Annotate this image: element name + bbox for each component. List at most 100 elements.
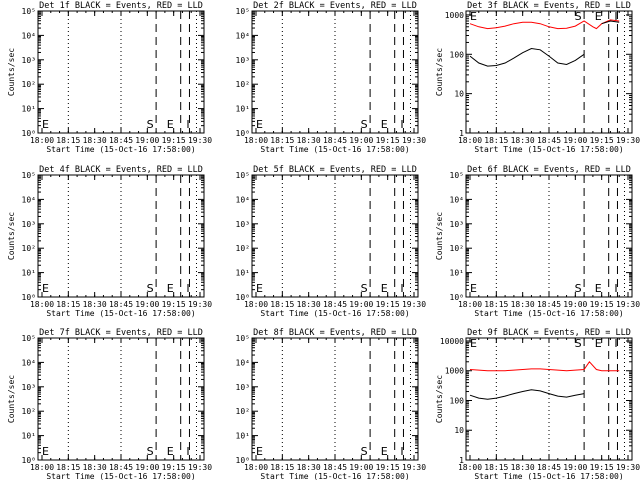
- y-tick-label: 10⁴: [22, 358, 36, 367]
- events-series-line: [469, 20, 620, 67]
- y-tick-label: 10⁵: [236, 334, 250, 343]
- x-tick-label: 18:00: [30, 136, 54, 145]
- x-tick-label: 18:00: [244, 300, 268, 309]
- event-marker-e: E: [167, 445, 174, 458]
- x-tick-label: 18:00: [244, 136, 268, 145]
- x-tick-label: 19:15: [376, 300, 400, 309]
- x-tick-label: 19:00: [349, 136, 373, 145]
- chart-title: Det 4f BLACK = Events, RED = LLD: [39, 165, 203, 175]
- x-tick-label: 18:15: [484, 136, 508, 145]
- event-marker-e: E: [381, 445, 388, 458]
- y-tick-label: 10²: [236, 80, 250, 89]
- x-tick-label: 19:00: [563, 463, 587, 472]
- y-axis-label: Counts/sec: [435, 212, 444, 260]
- x-tick-label: 19:30: [402, 300, 426, 309]
- y-tick-label: 1: [459, 129, 464, 138]
- lld-series-line: [469, 19, 620, 30]
- y-tick-label: 10¹: [22, 105, 36, 114]
- y-tick-label: 10: [454, 90, 464, 99]
- y-tick-label: 10¹: [22, 432, 36, 441]
- x-tick-label: 18:30: [511, 300, 535, 309]
- event-marker-s: S: [575, 337, 582, 350]
- y-tick-label: 10⁰: [236, 293, 250, 302]
- y-tick-label: 10⁵: [236, 7, 250, 16]
- x-tick-label: 19:30: [402, 136, 426, 145]
- event-marker-e: E: [381, 118, 388, 131]
- y-axis-label: Counts/sec: [7, 375, 16, 423]
- x-tick-label: 18:15: [56, 300, 80, 309]
- event-marker-i: I: [614, 10, 617, 23]
- x-tick-label: 18:45: [537, 300, 561, 309]
- x-tick-label: 19:30: [616, 300, 640, 309]
- y-tick-label: 10⁰: [22, 129, 36, 138]
- event-marker-i: I: [614, 337, 617, 350]
- chart-title: Det 6f BLACK = Events, RED = LLD: [467, 165, 631, 175]
- event-marker-i: I: [186, 282, 189, 295]
- x-axis-label: Start Time (15-Oct-16 17:58:00): [260, 145, 409, 154]
- event-marker-e: E: [42, 118, 49, 131]
- y-tick-label: 100: [450, 396, 465, 405]
- y-axis-label: Counts/sec: [7, 212, 16, 260]
- chart-title: Det 9f BLACK = Events, RED = LLD: [467, 328, 631, 338]
- chart-panel-9: Det 9f BLACK = Events, RED = LLD 1 10 100 10…: [435, 328, 640, 480]
- chart-panel-2: Det 2f BLACK = Events, RED = LLD 10⁰ 10¹ 10…: [236, 1, 427, 154]
- x-tick-label: 19:30: [616, 136, 640, 145]
- x-tick-label: 18:45: [109, 300, 133, 309]
- x-tick-label: 19:30: [616, 463, 640, 472]
- event-marker-s: S: [147, 282, 154, 295]
- event-marker-e: E: [595, 282, 602, 295]
- event-marker-e: E: [470, 10, 477, 23]
- event-marker-s: S: [361, 118, 368, 131]
- x-tick-label: 18:45: [323, 463, 347, 472]
- y-tick-label: 10⁴: [450, 195, 464, 204]
- x-tick-label: 19:15: [162, 300, 186, 309]
- event-marker-e: E: [595, 337, 602, 350]
- x-tick-label: 18:15: [270, 136, 294, 145]
- y-tick-label: 10⁰: [22, 456, 36, 465]
- y-tick-label: 10⁵: [450, 171, 464, 180]
- y-tick-label: 10⁰: [236, 456, 250, 465]
- events-series-line: [469, 389, 585, 400]
- x-tick-label: 18:00: [458, 300, 482, 309]
- x-tick-label: 19:30: [402, 463, 426, 472]
- x-tick-label: 18:15: [484, 463, 508, 472]
- chart-title: Det 1f BLACK = Events, RED = LLD: [39, 1, 203, 11]
- event-marker-i: I: [400, 445, 403, 458]
- x-tick-label: 18:30: [297, 463, 321, 472]
- y-tick-label: 10⁵: [236, 171, 250, 180]
- chart-panel-3: Det 3f BLACK = Events, RED = LLD 1 10 100 10…: [435, 1, 640, 154]
- x-axis-label: Start Time (15-Oct-16 17:58:00): [46, 309, 195, 318]
- x-tick-label: 19:15: [376, 463, 400, 472]
- x-tick-label: 19:15: [590, 463, 614, 472]
- event-marker-s: S: [147, 118, 154, 131]
- event-marker-e: E: [256, 445, 263, 458]
- y-tick-label: 100: [450, 50, 465, 59]
- x-tick-label: 18:00: [30, 463, 54, 472]
- y-tick-label: 10²: [22, 244, 36, 253]
- event-marker-e: E: [595, 10, 602, 23]
- y-tick-label: 10⁴: [22, 31, 36, 40]
- x-tick-label: 19:15: [590, 136, 614, 145]
- x-tick-label: 18:00: [458, 136, 482, 145]
- x-tick-label: 18:00: [244, 463, 268, 472]
- x-tick-label: 18:45: [323, 300, 347, 309]
- x-tick-label: 18:30: [83, 136, 107, 145]
- x-axis-label: Start Time (15-Oct-16 17:58:00): [260, 309, 409, 318]
- x-tick-label: 19:00: [349, 463, 373, 472]
- chart-panel-8: Det 8f BLACK = Events, RED = LLD 10⁰ 10¹ 10…: [236, 328, 427, 480]
- y-tick-label: 10³: [236, 56, 250, 65]
- y-tick-label: 10¹: [236, 432, 250, 441]
- x-axis-label: Start Time (15-Oct-16 17:58:00): [474, 472, 623, 480]
- lld-series-line: [469, 360, 620, 372]
- event-marker-e: E: [381, 282, 388, 295]
- y-tick-label: 10⁰: [22, 293, 36, 302]
- chart-title: Det 8f BLACK = Events, RED = LLD: [253, 328, 417, 338]
- event-marker-s: S: [575, 10, 582, 23]
- event-marker-i: I: [186, 118, 189, 131]
- event-marker-e: E: [167, 118, 174, 131]
- event-marker-i: I: [614, 282, 617, 295]
- chart-title: Det 5f BLACK = Events, RED = LLD: [253, 165, 417, 175]
- y-tick-label: 10³: [22, 56, 36, 65]
- x-tick-label: 18:30: [297, 300, 321, 309]
- y-tick-label: 10³: [236, 220, 250, 229]
